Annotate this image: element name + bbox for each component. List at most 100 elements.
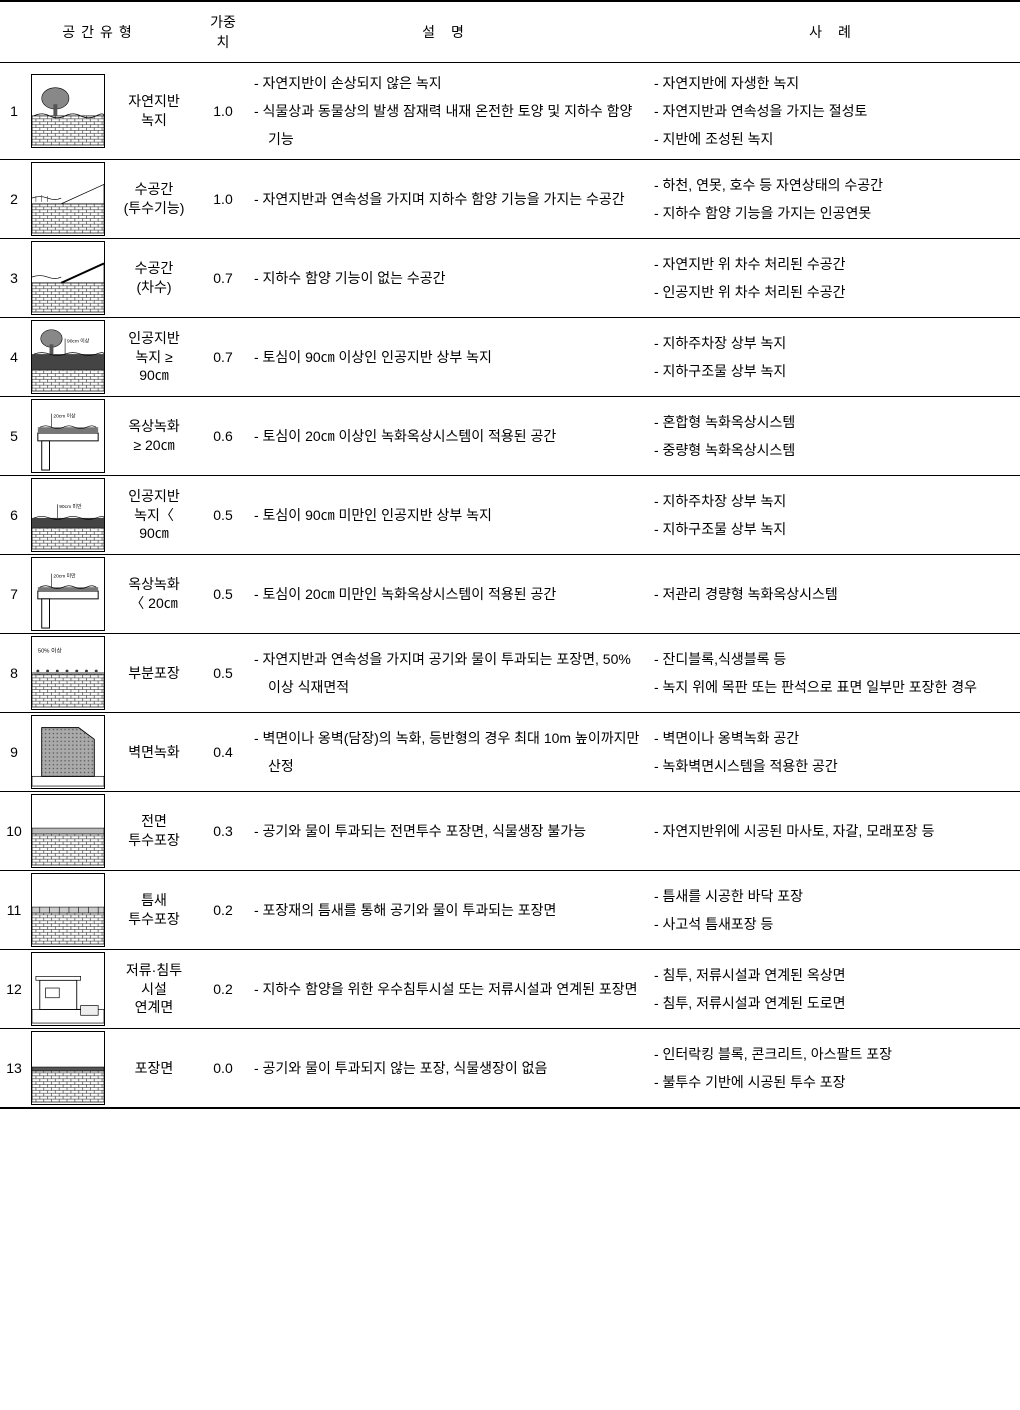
row-number: 8: [0, 634, 28, 713]
roof-20-icon: 20cm 이상: [31, 399, 105, 473]
type-name: 틈새투수포장: [108, 871, 200, 950]
case-cell: - 잔디블록,식생블록 등- 녹지 위에 목판 또는 판석으로 표면 일부만 포…: [646, 634, 1020, 713]
type-icon-cell: [28, 713, 108, 792]
description-line: - 토심이 20㎝ 미만인 녹화옥상시스템이 적용된 공간: [254, 580, 642, 608]
case-line: - 불투수 기반에 시공된 투수 포장: [654, 1068, 1016, 1096]
case-line: - 잔디블록,식생블록 등: [654, 645, 1016, 673]
weight-value: 0.0: [200, 1029, 246, 1109]
description-cell: - 공기와 물이 투과되는 전면투수 포장면, 식물생장 불가능: [246, 792, 646, 871]
weight-value: 0.4: [200, 713, 246, 792]
weight-value: 0.7: [200, 318, 246, 397]
type-icon-cell: 50% 이상: [28, 634, 108, 713]
description-line: - 자연지반이 손상되지 않은 녹지: [254, 69, 642, 97]
description-cell: - 지하수 함양을 위한 우수침투시설 또는 저류시설과 연계된 포장면: [246, 950, 646, 1029]
table-row: 6 90cm 미만 인공지반녹지〈90㎝0.5- 토심이 90㎝ 미만인 인공지…: [0, 476, 1020, 555]
row-number: 5: [0, 397, 28, 476]
case-line: - 자연지반과 연속성을 가지는 절성토: [654, 97, 1016, 125]
wall-green-icon: [31, 715, 105, 789]
table-row: 10 전면투수포장0.3- 공기와 물이 투과되는 전면투수 포장면, 식물생장…: [0, 792, 1020, 871]
case-line: - 지하구조물 상부 녹지: [654, 515, 1016, 543]
roof-lt20-icon: 20cm 미만: [31, 557, 105, 631]
header-weight: 가중치: [200, 1, 246, 63]
description-line: - 벽면이나 옹벽(담장)의 녹화, 등반형의 경우 최대 10m 높이까지만 …: [254, 724, 642, 780]
type-icon-cell: [28, 160, 108, 239]
row-number: 7: [0, 555, 28, 634]
artificial-lt90-icon: 90cm 미만: [31, 478, 105, 552]
description-cell: - 포장재의 틈새를 통해 공기와 물이 투과되는 포장면: [246, 871, 646, 950]
type-name: 옥상녹화≥ 20㎝: [108, 397, 200, 476]
description-line: - 공기와 물이 투과되는 전면투수 포장면, 식물생장 불가능: [254, 817, 642, 845]
row-number: 12: [0, 950, 28, 1029]
weight-value: 1.0: [200, 160, 246, 239]
row-number: 2: [0, 160, 28, 239]
row-number: 3: [0, 239, 28, 318]
table-row: 13 포장면0.0- 공기와 물이 투과되지 않는 포장, 식물생장이 없음- …: [0, 1029, 1020, 1109]
svg-text:90cm 미만: 90cm 미만: [59, 503, 82, 510]
description-line: - 공기와 물이 투과되지 않는 포장, 식물생장이 없음: [254, 1054, 642, 1082]
table-row: 11 틈새투수포장0.2 - 포장재의 틈새를 통해 공기와 물이 투과되는 포장…: [0, 871, 1020, 950]
description-cell: - 자연지반이 손상되지 않은 녹지- 식물상과 동물상의 발생 잠재력 내재 …: [246, 63, 646, 160]
weight-value: 0.3: [200, 792, 246, 871]
case-cell: - 틈새를 시공한 바닥 포장- 사고석 틈새포장 등: [646, 871, 1020, 950]
case-cell: - 인터락킹 블록, 콘크리트, 아스팔트 포장- 불투수 기반에 시공된 투수…: [646, 1029, 1020, 1109]
case-line: - 녹지 위에 목판 또는 판석으로 표면 일부만 포장한 경우: [654, 673, 1016, 701]
case-line: - 중량형 녹화옥상시스템: [654, 436, 1016, 464]
case-cell: - 하천, 연못, 호수 등 자연상태의 수공간- 지하수 함양 기능을 가지는…: [646, 160, 1020, 239]
weight-value: 0.7: [200, 239, 246, 318]
weight-value: 0.5: [200, 476, 246, 555]
description-cell: - 벽면이나 옹벽(담장)의 녹화, 등반형의 경우 최대 10m 높이까지만 …: [246, 713, 646, 792]
row-number: 6: [0, 476, 28, 555]
case-cell: - 자연지반위에 시공된 마사토, 자갈, 모래포장 등: [646, 792, 1020, 871]
table-row: 7 20cm 미만 옥상녹화〈 20㎝0.5- 토심이 20㎝ 미만인 녹화옥상…: [0, 555, 1020, 634]
description-cell: - 토심이 20㎝ 미만인 녹화옥상시스템이 적용된 공간: [246, 555, 646, 634]
row-number: 13: [0, 1029, 28, 1109]
case-cell: - 자연지반 위 차수 처리된 수공간- 인공지반 위 차수 처리된 수공간: [646, 239, 1020, 318]
storage-icon: [31, 952, 105, 1026]
water-perm-icon: [31, 162, 105, 236]
row-number: 4: [0, 318, 28, 397]
weight-value: 0.6: [200, 397, 246, 476]
weight-value: 0.5: [200, 634, 246, 713]
table-row: 5 20cm 이상 옥상녹화≥ 20㎝0.6 - 토심이 20㎝ 이상인 녹화옥상…: [0, 397, 1020, 476]
case-line: - 침투, 저류시설과 연계된 도로면: [654, 989, 1016, 1017]
type-name: 수공간(차수): [108, 239, 200, 318]
description-cell: - 토심이 90㎝ 이상인 인공지반 상부 녹지: [246, 318, 646, 397]
case-line: - 자연지반에 자생한 녹지: [654, 69, 1016, 97]
description-cell: - 자연지반과 연속성을 가지며 공기와 물이 투과되는 포장면, 50% 이상…: [246, 634, 646, 713]
case-line: - 지하수 함양 기능을 가지는 인공연못: [654, 199, 1016, 227]
case-line: - 인터락킹 블록, 콘크리트, 아스팔트 포장: [654, 1040, 1016, 1068]
table-row: 3 수공간(차수)0.7 - 지하수 함양 기능이 없는 수공간- 자연지반 위 …: [0, 239, 1020, 318]
case-line: - 지반에 조성된 녹지: [654, 125, 1016, 153]
description-line: - 지하수 함양을 위한 우수침투시설 또는 저류시설과 연계된 포장면: [254, 975, 642, 1003]
type-icon-cell: [28, 792, 108, 871]
case-cell: - 자연지반에 자생한 녹지- 자연지반과 연속성을 가지는 절성토- 지반에 …: [646, 63, 1020, 160]
row-number: 10: [0, 792, 28, 871]
description-line: - 자연지반과 연속성을 가지며 지하수 함양 기능을 가지는 수공간: [254, 185, 642, 213]
description-line: - 포장재의 틈새를 통해 공기와 물이 투과되는 포장면: [254, 896, 642, 924]
type-icon-cell: [28, 871, 108, 950]
row-number: 1: [0, 63, 28, 160]
table-row: 12 저류·침투시설연계면0.2- 지하수 함양을 위한 우수침투시설 또는 저…: [0, 950, 1020, 1029]
description-line: - 자연지반과 연속성을 가지며 공기와 물이 투과되는 포장면, 50% 이상…: [254, 645, 642, 701]
description-line: - 토심이 20㎝ 이상인 녹화옥상시스템이 적용된 공간: [254, 422, 642, 450]
type-name: 수공간(투수기능): [108, 160, 200, 239]
description-line: - 지하수 함양 기능이 없는 수공간: [254, 264, 642, 292]
water-block-icon: [31, 241, 105, 315]
type-name: 부분포장: [108, 634, 200, 713]
type-icon-cell: [28, 950, 108, 1029]
weight-value: 0.2: [200, 871, 246, 950]
svg-text:90cm 이상: 90cm 이상: [67, 337, 90, 344]
header-row: 공간유형 가중치 설 명 사 례: [0, 1, 1020, 63]
type-icon-cell: 20cm 미만: [28, 555, 108, 634]
type-name: 자연지반녹지: [108, 63, 200, 160]
table-row: 1 자연지반녹지1.0- 자연지반이 손상되지 않은 녹지- 식물상과 동물상의…: [0, 63, 1020, 160]
space-type-table: 공간유형 가중치 설 명 사 례 1 자연지반녹지1.0- 자연지반이 손상되지…: [0, 0, 1020, 1109]
description-line: - 토심이 90㎝ 이상인 인공지반 상부 녹지: [254, 343, 642, 371]
description-line: - 식물상과 동물상의 발생 잠재력 내재 온전한 토양 및 지하수 함양 기능: [254, 97, 642, 153]
artificial-90-icon: 90cm 이상: [31, 320, 105, 394]
type-name: 저류·침투시설연계면: [108, 950, 200, 1029]
row-number: 11: [0, 871, 28, 950]
type-icon-cell: [28, 239, 108, 318]
header-desc: 설 명: [246, 1, 646, 63]
description-cell: - 토심이 90㎝ 미만인 인공지반 상부 녹지: [246, 476, 646, 555]
